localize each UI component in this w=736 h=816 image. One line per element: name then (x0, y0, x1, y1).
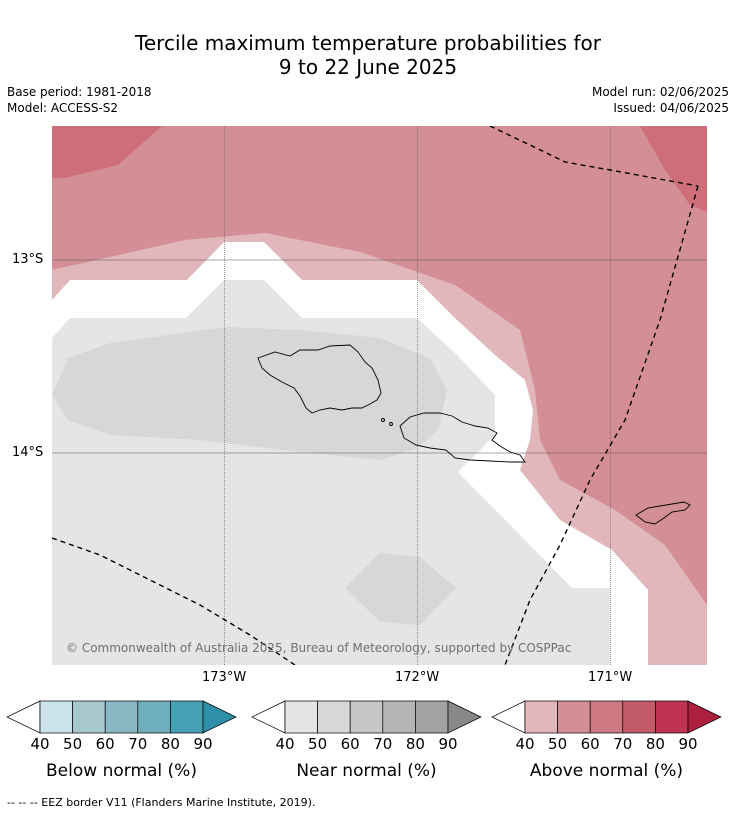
eez-border-east (504, 185, 699, 665)
zone-above-60-nw (52, 126, 162, 178)
colorbar-2-title: Above normal (%) (529, 761, 684, 781)
graticule (52, 126, 707, 665)
colorbar-1-segment-2 (349, 700, 384, 734)
lon-label-172w: 172°W (395, 670, 440, 685)
copyright-notice: © Commonwealth of Australia 2025, Bureau… (66, 641, 572, 655)
colorbar-0-title: Below normal (%) (46, 761, 197, 781)
colorbar-0-tick-70: 70 (128, 735, 148, 753)
colorbar-0-low-arrow (6, 700, 41, 734)
colorbar-1-title: Near normal (%) (296, 761, 437, 781)
colorbar-0-segment-4 (170, 700, 204, 734)
colorbar-0-tick-40: 40 (30, 735, 50, 753)
colorbar-2-tick-40: 40 (515, 735, 535, 753)
colorbar-1-tick-50: 50 (308, 735, 328, 753)
colorbar-0-tick-90: 90 (193, 735, 213, 753)
colorbar-1-segment-4 (415, 700, 449, 734)
colorbar-2-segment-2 (589, 700, 624, 734)
colorbar-2-tick-70: 70 (613, 735, 633, 753)
savaii-island (257, 344, 382, 414)
model-name: Model: ACCESS-S2 (7, 101, 119, 115)
map-title-line1: Tercile maximum temperature probabilitie… (135, 31, 601, 55)
lon-label-171w: 171°W (588, 670, 633, 685)
colorbar-2-low-arrow (491, 700, 526, 734)
colorbar-1-low-arrow (251, 700, 286, 734)
meta-left: Base period: 1981-2018 Model: ACCESS-S2 (7, 84, 152, 116)
colorbar-0-high-arrow (202, 700, 237, 734)
colorbar-0-segment-2 (104, 700, 139, 734)
tutuila-island (635, 501, 691, 525)
zone-near-50-main (52, 327, 447, 460)
eez-footnote: -- -- -- EEZ border V11 (Flanders Marine… (7, 796, 316, 809)
lat-label-14s: 14°S (12, 445, 44, 460)
colorbars (6, 700, 722, 734)
colorbar-1-segment-0 (284, 700, 318, 734)
upolu-island (399, 412, 526, 463)
colorbar-0-segment-1 (72, 700, 106, 734)
colorbar-2-segment-4 (655, 700, 689, 734)
colorbar-2-tick-50: 50 (548, 735, 568, 753)
colorbar-0-segment-3 (137, 700, 171, 734)
colorbar-1-tick-90: 90 (438, 735, 458, 753)
colorbar-1-segment-3 (382, 700, 416, 734)
colorbar-1-tick-80: 80 (405, 735, 425, 753)
colorbar-2-tick-60: 60 (580, 735, 600, 753)
colorbar-1-high-arrow (447, 700, 482, 734)
base-period: Base period: 1981-2018 (7, 85, 152, 99)
colorbar-2-tick-90: 90 (678, 735, 698, 753)
colorbar-1-tick-60: 60 (340, 735, 360, 753)
colorbar-2-segment-0 (524, 700, 558, 734)
colorbar-0-tick-60: 60 (95, 735, 115, 753)
colorbar-0-segment-0 (39, 700, 73, 734)
zone-above-60-ne (640, 126, 707, 212)
issued-date: Issued: 04/06/2025 (613, 101, 729, 115)
model-run: Model run: 02/06/2025 (591, 85, 729, 99)
manono-islet (381, 418, 385, 422)
colorbar-2-high-arrow (687, 700, 722, 734)
lon-label-173w: 173°W (202, 670, 247, 685)
colorbar-2-segment-1 (557, 700, 591, 734)
colorbar-1-tick-70: 70 (373, 735, 393, 753)
colorbar-1-segment-1 (317, 700, 351, 734)
map-layers (52, 126, 707, 665)
map-title-line2: 9 to 22 June 2025 (278, 55, 458, 79)
meta-right: Model run: 02/06/2025 Issued: 04/06/2025 (592, 84, 729, 116)
eez-border-north (489, 126, 699, 187)
eez-borders (52, 126, 699, 665)
islands (257, 344, 691, 525)
apolima-islet (389, 422, 393, 426)
zone-near-50-south (345, 553, 456, 625)
lat-label-13s: 13°S (12, 252, 44, 267)
colorbar-1-tick-40: 40 (275, 735, 295, 753)
colorbar-0-tick-80: 80 (160, 735, 180, 753)
colorbar-0-tick-50: 50 (63, 735, 83, 753)
colorbar-2-tick-80: 80 (645, 735, 665, 753)
colorbar-2-segment-3 (622, 700, 656, 734)
